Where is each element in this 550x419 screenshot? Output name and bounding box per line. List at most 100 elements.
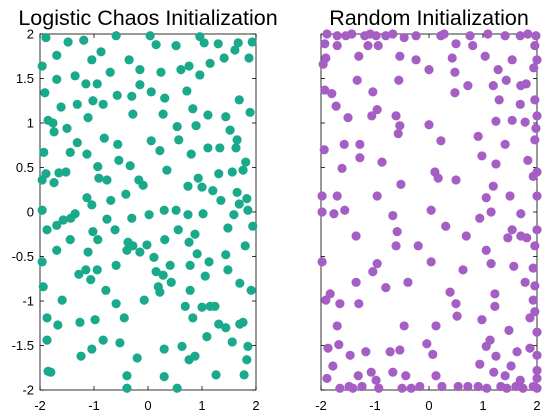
data-point — [42, 225, 52, 235]
x-tick-label: 0 — [144, 398, 151, 413]
data-point — [447, 53, 457, 63]
data-point — [160, 234, 170, 245]
data-point — [332, 31, 342, 41]
data-point — [245, 107, 255, 117]
data-point — [372, 105, 382, 115]
data-point — [512, 347, 522, 357]
data-point — [522, 233, 532, 243]
data-point — [465, 31, 475, 41]
data-point — [184, 237, 194, 247]
data-point — [473, 381, 483, 392]
x-tick-label: 0 — [425, 398, 432, 413]
data-point — [391, 241, 401, 251]
y-tick-label: 2 — [27, 27, 34, 42]
data-point — [340, 205, 350, 215]
data-point — [54, 168, 64, 178]
data-point — [210, 301, 220, 311]
data-point — [66, 213, 76, 223]
data-point — [334, 340, 344, 350]
data-point — [214, 319, 224, 329]
data-point — [177, 341, 187, 351]
data-point — [391, 111, 401, 121]
data-point — [453, 381, 463, 392]
data-point — [520, 277, 530, 287]
data-point — [159, 344, 169, 354]
y-tick-label: 1 — [27, 116, 34, 131]
data-point — [363, 40, 373, 51]
data-point — [351, 277, 361, 287]
data-point — [481, 245, 491, 255]
data-point — [156, 67, 166, 77]
data-point — [468, 40, 478, 51]
data-point — [530, 40, 540, 51]
data-point — [381, 283, 391, 293]
data-point — [238, 317, 248, 327]
data-point — [149, 252, 159, 262]
data-point — [475, 213, 485, 223]
data-point — [231, 143, 241, 153]
data-point — [172, 383, 182, 393]
data-point — [114, 155, 124, 165]
data-point — [353, 371, 363, 381]
data-point — [317, 207, 327, 217]
data-point — [135, 65, 145, 75]
data-point — [532, 373, 542, 384]
data-point — [211, 370, 221, 380]
data-point — [337, 163, 347, 173]
data-point — [319, 145, 329, 155]
data-point — [366, 367, 376, 377]
data-point — [486, 207, 496, 217]
data-point — [352, 75, 362, 85]
data-point — [355, 139, 365, 149]
data-point — [214, 169, 224, 179]
data-point — [395, 121, 405, 131]
data-point — [190, 229, 200, 239]
data-point — [437, 381, 447, 392]
data-point — [102, 175, 112, 185]
data-point — [53, 320, 63, 330]
data-point — [122, 383, 132, 393]
data-point — [203, 143, 213, 153]
data-point — [528, 295, 538, 305]
data-point — [525, 343, 535, 353]
data-point — [199, 38, 209, 48]
data-point — [531, 31, 541, 41]
data-point — [532, 350, 542, 360]
data-point — [480, 51, 490, 61]
data-point — [72, 137, 82, 148]
data-point — [88, 226, 98, 237]
data-point — [49, 178, 59, 188]
x-tick-label: -2 — [315, 398, 327, 413]
data-point — [204, 257, 214, 267]
x-tick-label: -2 — [34, 398, 46, 413]
data-point — [396, 179, 406, 190]
data-point — [335, 383, 345, 393]
data-point — [125, 161, 135, 171]
data-point — [101, 285, 111, 295]
data-point — [532, 327, 542, 337]
data-point — [238, 165, 248, 175]
data-point — [451, 39, 461, 49]
data-point — [146, 87, 156, 97]
data-point — [486, 259, 496, 269]
data-point — [52, 220, 62, 230]
data-point — [52, 74, 62, 84]
data-point — [110, 225, 120, 235]
data-point — [40, 88, 50, 98]
data-point — [532, 383, 542, 393]
data-point — [90, 315, 100, 325]
y-tick-label: -0.5 — [12, 249, 34, 264]
data-point — [159, 205, 169, 215]
data-point — [493, 65, 503, 75]
data-point — [530, 307, 540, 317]
data-point — [227, 337, 237, 347]
data-point — [219, 53, 229, 63]
data-point — [81, 79, 91, 89]
data-point — [200, 271, 210, 281]
data-point — [403, 277, 413, 287]
data-point — [372, 191, 382, 201]
data-point — [65, 147, 75, 157]
data-point — [190, 351, 200, 361]
data-point — [195, 70, 205, 80]
data-point — [151, 40, 161, 50]
